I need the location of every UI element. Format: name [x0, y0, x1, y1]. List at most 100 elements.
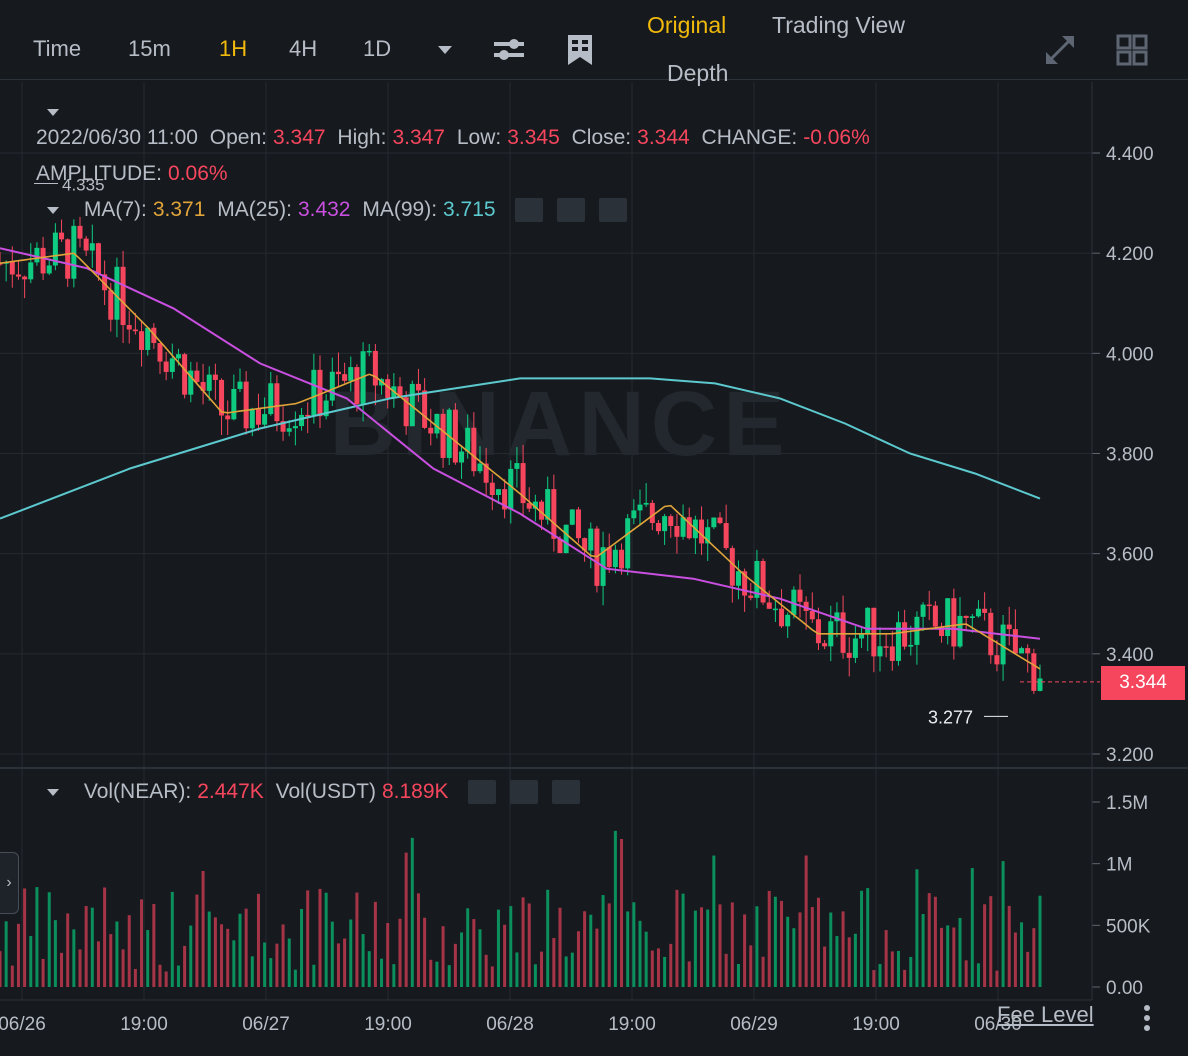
- volume-bar: [860, 890, 864, 987]
- candle-body: [539, 501, 545, 520]
- ma-close-icon[interactable]: [599, 198, 628, 223]
- vol-collapse-icon[interactable]: [46, 788, 60, 798]
- chart-toolbar: Time 15m 1H 4H 1D Original Trading View …: [0, 0, 1188, 86]
- volume-bar: [429, 959, 433, 987]
- candle-body: [662, 516, 668, 532]
- candle-body: [145, 327, 151, 350]
- candle-body: [889, 646, 895, 661]
- tab-original[interactable]: Original: [647, 12, 727, 38]
- candle-body: [342, 374, 348, 381]
- vol-eye-icon[interactable]: [468, 780, 497, 805]
- bookmark-icon[interactable]: [567, 34, 593, 66]
- candle-body: [243, 381, 249, 429]
- volume-bar: [632, 902, 636, 987]
- price-axis-label: 4.200: [1106, 244, 1154, 265]
- candle-body: [22, 276, 28, 280]
- vol-settings-icon[interactable]: [510, 780, 539, 805]
- candle-body: [766, 602, 772, 609]
- candle-body: [95, 243, 101, 275]
- interval-1d[interactable]: 1D: [363, 36, 392, 61]
- candle-body: [705, 527, 711, 544]
- volume-bar: [460, 932, 464, 987]
- expand-panel-handle[interactable]: ›: [0, 852, 19, 914]
- time-axis-label: 19:00: [608, 1014, 656, 1035]
- volume-bar: [681, 893, 685, 987]
- candle-body: [735, 571, 741, 586]
- volume-bar: [847, 937, 851, 987]
- time-axis-label: 19:00: [852, 1014, 900, 1035]
- candle-body: [1025, 648, 1031, 654]
- ma-settings-icon[interactable]: [557, 198, 586, 223]
- volume-bar: [1020, 922, 1024, 987]
- volume-bar: [410, 837, 414, 987]
- time-axis-label: 06/30: [974, 1014, 1022, 1035]
- vol-close-icon[interactable]: [552, 780, 581, 805]
- interval-dropdown-icon[interactable]: [436, 44, 454, 56]
- candle-body: [557, 538, 563, 554]
- volume-bar: [103, 887, 107, 987]
- candle-body: [354, 367, 360, 405]
- volume-bar: [183, 945, 187, 987]
- interval-4h[interactable]: 4H: [289, 36, 318, 61]
- time-axis-label: 06/27: [242, 1014, 290, 1035]
- volume-bar: [736, 963, 740, 987]
- volume-bar: [786, 916, 790, 987]
- interval-1h[interactable]: 1H: [219, 36, 248, 61]
- layout-grid-icon[interactable]: [1116, 34, 1148, 66]
- volume-bar: [915, 869, 919, 987]
- volume-bar: [798, 912, 802, 987]
- indicator-settings-icon[interactable]: [493, 36, 525, 64]
- ma-eye-icon[interactable]: [515, 198, 544, 223]
- more-options-icon[interactable]: [1142, 1004, 1152, 1032]
- volume-bar: [767, 890, 771, 987]
- volume-bar: [281, 924, 285, 987]
- candle-body: [865, 607, 871, 635]
- candle-body: [397, 386, 403, 398]
- candle-body: [834, 612, 840, 622]
- candle-body: [920, 604, 926, 617]
- candle-body: [957, 615, 963, 647]
- candle-body: [422, 390, 428, 428]
- volume-bar: [896, 950, 900, 987]
- volume-bar: [146, 930, 150, 987]
- volume-bar: [244, 908, 248, 987]
- candle-body: [502, 489, 508, 510]
- volume-bar: [810, 907, 814, 987]
- volume-axis-label: 1M: [1106, 855, 1132, 876]
- tab-depth[interactable]: Depth: [667, 60, 729, 86]
- candle-body: [40, 247, 46, 274]
- candle-body: [15, 274, 21, 277]
- interval-15m[interactable]: 15m: [128, 36, 171, 61]
- volume-bar: [16, 923, 20, 987]
- volume-bar: [293, 969, 297, 987]
- volume-bar: [484, 954, 488, 987]
- tab-trading-view[interactable]: Trading View: [772, 12, 905, 38]
- ma-collapse-icon[interactable]: [46, 206, 60, 216]
- ma-legend: MA(7): 3.371 MA(25): 3.432 MA(99): 3.715: [46, 198, 633, 223]
- volume-bar: [4, 921, 8, 987]
- fee-level-link[interactable]: Fee Level: [997, 1002, 1094, 1027]
- candle-body: [403, 397, 409, 427]
- volume-bar: [115, 921, 119, 987]
- volume-bar: [503, 924, 507, 987]
- candle-body: [0, 263, 3, 265]
- candle-body: [908, 644, 914, 647]
- legend-collapse-icon[interactable]: [46, 100, 60, 124]
- candle-body: [668, 516, 674, 527]
- volume-bar: [416, 893, 420, 987]
- volume-bar: [724, 953, 728, 987]
- candle-body: [803, 601, 809, 611]
- volume-bar: [933, 896, 937, 987]
- time-label: Time: [33, 36, 82, 61]
- volume-bar: [909, 956, 913, 987]
- fullscreen-icon[interactable]: [1044, 34, 1076, 66]
- candle-body: [329, 371, 335, 401]
- candle-body: [1006, 624, 1012, 630]
- open-value: 3.347: [273, 126, 326, 149]
- candle-body: [619, 549, 625, 569]
- candle-body: [982, 608, 988, 613]
- candle-body: [975, 608, 981, 617]
- volume-bar: [773, 896, 777, 987]
- candle-body: [545, 489, 551, 520]
